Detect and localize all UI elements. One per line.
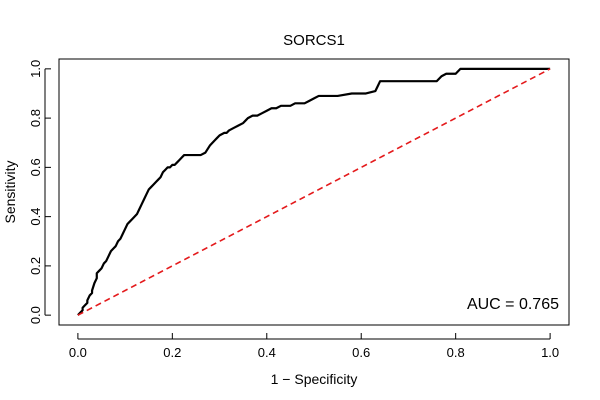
reference-diagonal-line: [77, 68, 551, 316]
roc-curve-line: [77, 67, 551, 316]
plot-frame: [58, 58, 570, 326]
y-tick-label: 0.4: [28, 208, 43, 226]
chart-title: SORCS1: [283, 32, 345, 49]
y-axis-label: Sensitivity: [2, 160, 18, 223]
x-tick-label: 0.4: [258, 345, 276, 360]
x-tick-label: 0.0: [69, 345, 87, 360]
y-tick-label: 0.6: [28, 158, 43, 176]
y-tick-label: 1.0: [28, 60, 43, 78]
y-axis: 0.0 0.2 0.4 0.6 0.8 1.0: [28, 60, 51, 324]
x-axis: 0.0 0.2 0.4 0.6 0.8 1.0: [69, 333, 559, 360]
x-tick-label: 1.0: [541, 345, 559, 360]
x-axis-label: 1 − Specificity: [271, 371, 358, 387]
x-tick-label: 0.8: [447, 345, 465, 360]
y-tick-label: 0.8: [28, 109, 43, 127]
y-tick-label: 0.2: [28, 257, 43, 275]
x-tick-label: 0.6: [352, 345, 370, 360]
y-tick-label: 0.0: [28, 306, 43, 324]
auc-annotation: AUC = 0.765: [467, 296, 559, 313]
x-tick-label: 0.2: [163, 345, 181, 360]
plot-layer: [77, 67, 551, 316]
